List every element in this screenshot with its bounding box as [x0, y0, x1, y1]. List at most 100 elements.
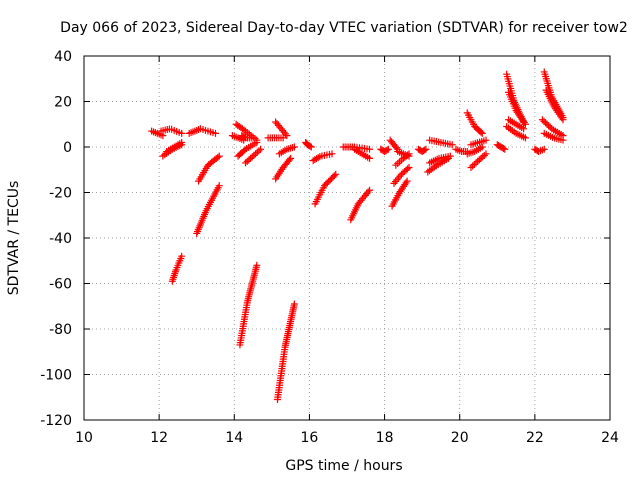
data-point: [384, 145, 392, 153]
series-arc45: [505, 116, 528, 133]
data-point: [540, 117, 548, 125]
data-point: [422, 145, 430, 153]
data-point: [330, 172, 338, 180]
series-arc13: [242, 145, 265, 167]
series-arc43: [505, 88, 529, 128]
data-point: [245, 156, 253, 164]
data-point: [477, 128, 485, 136]
data-point: [364, 188, 372, 196]
series-arc50: [540, 129, 567, 144]
data-point: [520, 125, 528, 133]
x-axis-label: GPS time / hours: [285, 458, 402, 474]
data-point: [538, 116, 546, 124]
data-point: [178, 138, 186, 146]
y-tick-label: 0: [63, 140, 72, 156]
data-point: [285, 156, 293, 164]
data-point: [214, 153, 222, 161]
data-point: [405, 152, 413, 160]
data-point: [240, 133, 248, 141]
data-points: [148, 68, 567, 404]
series-arc33: [426, 136, 456, 149]
data-point: [287, 154, 295, 162]
x-tick-label: 16: [301, 430, 319, 446]
data-point: [543, 120, 551, 128]
data-point: [253, 261, 261, 269]
data-point: [247, 154, 255, 162]
series-arc40: [467, 150, 490, 171]
series-arc26: [377, 145, 392, 156]
series-arc04: [163, 138, 186, 156]
data-point: [403, 165, 411, 173]
data-point: [283, 132, 291, 140]
y-tick-label: -40: [49, 231, 72, 247]
data-point: [250, 151, 258, 159]
grid-lines: [84, 56, 610, 420]
data-point: [178, 129, 186, 137]
series-arc47: [540, 68, 567, 121]
chart-title: Day 066 of 2023, Sidereal Day-to-day VTE…: [60, 20, 628, 36]
series-arc46: [531, 145, 548, 156]
data-point: [520, 119, 528, 127]
data-point: [446, 152, 454, 160]
data-point: [366, 186, 374, 194]
series-arc09: [228, 132, 248, 144]
series-arc29: [390, 163, 413, 187]
data-point: [241, 146, 249, 154]
data-point: [306, 142, 314, 150]
series-arc12: [236, 261, 261, 349]
y-tick-label: 20: [54, 95, 72, 111]
y-axis-label: SDTVAR / TECUs: [6, 181, 22, 296]
data-point: [248, 153, 256, 161]
x-tick-label: 12: [150, 430, 168, 446]
series-arc20: [302, 138, 315, 151]
data-point: [559, 116, 567, 124]
y-tick-label: -80: [49, 322, 72, 338]
data-point: [480, 151, 488, 159]
data-point: [253, 138, 261, 146]
series-arc44: [503, 123, 529, 142]
data-point: [257, 145, 265, 153]
data-point: [475, 156, 483, 164]
data-point: [421, 146, 429, 154]
data-point: [215, 152, 223, 160]
x-tick-label: 22: [526, 430, 544, 446]
data-point: [281, 130, 289, 138]
series-arc16: [272, 118, 291, 140]
series-arc24: [347, 186, 374, 224]
data-point: [469, 162, 477, 170]
series-arc21: [309, 150, 336, 165]
data-point: [328, 150, 336, 158]
data-point: [521, 120, 529, 128]
series-arc08: [195, 152, 223, 185]
data-point: [472, 159, 480, 167]
series-arc32: [414, 145, 430, 156]
series-arc22: [311, 170, 340, 208]
series-arc05: [168, 252, 186, 285]
series-arc19: [273, 300, 298, 404]
data-point: [212, 129, 219, 137]
data-point: [500, 145, 508, 153]
data-point: [253, 148, 261, 156]
data-point: [559, 136, 567, 144]
x-tick-label: 24: [601, 430, 619, 446]
x-tick-label: 20: [451, 430, 469, 446]
y-tick-label: -120: [40, 413, 72, 429]
data-point: [252, 150, 260, 158]
axis-ticks: 10 12 14 16 18 20 22 24 -120 -100 -80 -60 -40 -20 0 20 4…: [40, 49, 619, 446]
x-tick-label: 18: [376, 430, 394, 446]
data-point: [482, 150, 490, 158]
series-arc31: [394, 148, 413, 160]
data-point: [255, 147, 263, 155]
data-point: [545, 122, 553, 130]
data-point: [366, 145, 374, 153]
series-arc02: [157, 125, 186, 137]
data-point: [314, 154, 322, 162]
series-arc01: [148, 127, 167, 140]
data-point: [383, 146, 391, 154]
data-point: [521, 134, 529, 142]
data-point: [540, 145, 548, 153]
data-point: [482, 136, 490, 144]
data-point: [431, 163, 439, 171]
x-tick-label: 10: [75, 430, 93, 446]
